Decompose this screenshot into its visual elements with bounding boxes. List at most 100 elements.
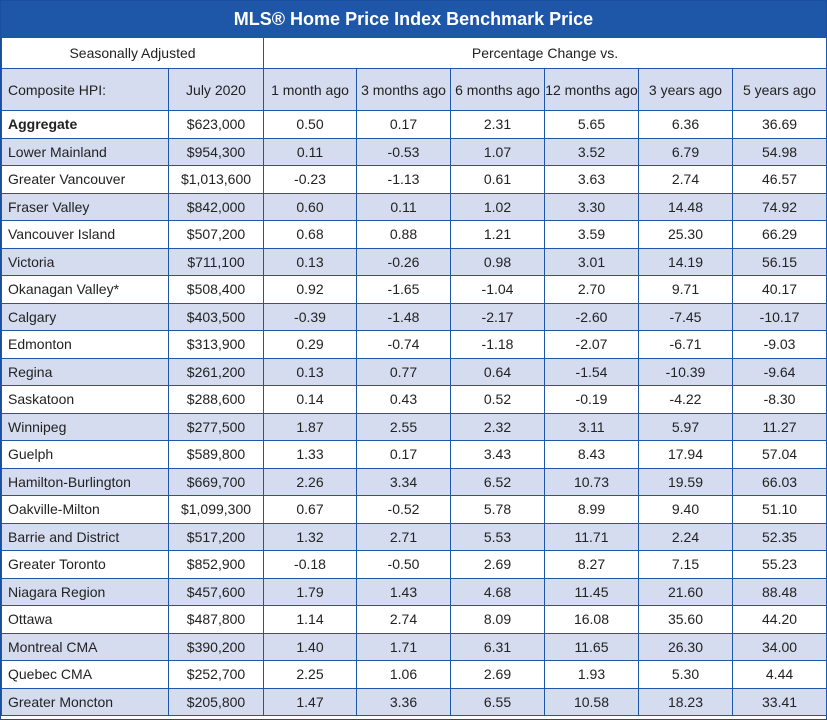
cell-price: $954,300	[168, 137, 264, 166]
cell-12-months: 10.58	[544, 687, 639, 716]
cell-1-month: 0.13	[263, 247, 357, 276]
cell-3-months: 1.06	[356, 660, 451, 689]
cell-region: Greater Vancouver	[1, 165, 169, 194]
cell-price: $313,900	[168, 330, 264, 359]
cell-3-years: 19.59	[638, 467, 733, 496]
cell-price: $589,800	[168, 440, 264, 469]
cell-1-month: -0.18	[263, 550, 357, 579]
cell-1-month: 1.32	[263, 522, 357, 551]
table-row: Edmonton $313,900 0.29 -0.74 -1.18 -2.07 -6.71…	[1, 330, 827, 359]
cell-5-years: 52.35	[731, 522, 827, 551]
cell-12-months: 8.27	[544, 550, 639, 579]
cell-1-month: 2.25	[263, 660, 357, 689]
cell-1-month: 0.50	[263, 110, 357, 139]
cell-3-years: 18.23	[638, 687, 733, 716]
cell-6-months: 0.64	[450, 357, 545, 386]
table-row: Oakville-Milton $1,099,300 0.67 -0.52 5.78 8.…	[1, 495, 827, 524]
cell-price: $1,013,600	[168, 165, 264, 194]
cell-3-years: 26.30	[638, 632, 733, 661]
cell-price: $457,600	[168, 577, 264, 606]
table-row: Lower Mainland $954,300 0.11 -0.53 1.07 3.52 6…	[1, 137, 827, 166]
table-row: Winnipeg $277,500 1.87 2.55 2.32 3.11 5.97 11.2…	[1, 412, 827, 441]
table-row: Aggregate $623,000 0.50 0.17 2.31 5.65 6.36 36.…	[1, 110, 827, 139]
cell-6-months: 6.31	[450, 632, 545, 661]
table-row: Vancouver Island $507,200 0.68 0.88 1.21 3.59…	[1, 220, 827, 249]
cell-3-years: 14.19	[638, 247, 733, 276]
cell-12-months: 11.71	[544, 522, 639, 551]
table-row: Montreal CMA $390,200 1.40 1.71 6.31 11.65 26.…	[1, 632, 827, 661]
cell-12-months: 16.08	[544, 605, 639, 634]
cell-5-years: 66.03	[731, 467, 827, 496]
cell-1-month: -0.39	[263, 302, 357, 331]
cell-6-months: 2.31	[450, 110, 545, 139]
cell-12-months: 8.99	[544, 495, 639, 524]
cell-3-months: 2.55	[356, 412, 451, 441]
cell-1-month: 1.47	[263, 687, 357, 716]
cell-3-months: -1.13	[356, 165, 451, 194]
column-header-3-years: 3 years ago	[638, 68, 733, 111]
column-header-12-months: 12 months ago	[544, 68, 639, 111]
cell-1-month: 0.67	[263, 495, 357, 524]
cell-1-month: 0.60	[263, 192, 357, 221]
cell-3-years: 14.48	[638, 192, 733, 221]
cell-1-month: 1.14	[263, 605, 357, 634]
cell-12-months: 10.73	[544, 467, 639, 496]
cell-3-years: -6.71	[638, 330, 733, 359]
cell-3-years: -10.39	[638, 357, 733, 386]
cell-region: Fraser Valley	[1, 192, 169, 221]
cell-6-months: -1.04	[450, 275, 545, 304]
cell-12-months: -2.07	[544, 330, 639, 359]
cell-price: $390,200	[168, 632, 264, 661]
table-row: Quebec CMA $252,700 2.25 1.06 2.69 1.93 5.30 4.…	[1, 660, 827, 689]
cell-6-months: 0.61	[450, 165, 545, 194]
cell-3-years: 9.71	[638, 275, 733, 304]
cell-6-months: -1.18	[450, 330, 545, 359]
cell-12-months: 3.30	[544, 192, 639, 221]
cell-6-months: 3.43	[450, 440, 545, 469]
cell-5-years: 4.44	[731, 660, 827, 689]
cell-region: Calgary	[1, 302, 169, 331]
table-row: Guelph $589,800 1.33 0.17 3.43 8.43 17.94 57.04	[1, 440, 827, 469]
cell-3-months: 2.74	[356, 605, 451, 634]
cell-3-years: 5.97	[638, 412, 733, 441]
cell-3-years: 6.36	[638, 110, 733, 139]
cell-6-months: 6.52	[450, 467, 545, 496]
cell-5-years: 40.17	[731, 275, 827, 304]
cell-5-years: 51.10	[731, 495, 827, 524]
cell-region: Saskatoon	[1, 385, 169, 414]
cell-12-months: 3.52	[544, 137, 639, 166]
cell-3-months: 0.17	[356, 110, 451, 139]
cell-6-months: 1.21	[450, 220, 545, 249]
column-header-6-months: 6 months ago	[450, 68, 545, 111]
cell-region: Victoria	[1, 247, 169, 276]
cell-price: $403,500	[168, 302, 264, 331]
cell-5-years: 46.57	[731, 165, 827, 194]
cell-3-months: 0.77	[356, 357, 451, 386]
cell-6-months: 0.52	[450, 385, 545, 414]
cell-3-months: 0.43	[356, 385, 451, 414]
cell-5-years: 33.41	[731, 687, 827, 716]
cell-price: $261,200	[168, 357, 264, 386]
cell-region: Greater Toronto	[1, 550, 169, 579]
cell-6-months: 8.09	[450, 605, 545, 634]
cell-5-years: -9.03	[731, 330, 827, 359]
cell-3-years: 35.60	[638, 605, 733, 634]
hpi-table: Seasonally Adjusted Percentage Change vs…	[1, 37, 827, 716]
cell-12-months: 1.93	[544, 660, 639, 689]
table-row: Greater Vancouver $1,013,600 -0.23 -1.13 0.6…	[1, 165, 827, 194]
cell-5-years: 55.23	[731, 550, 827, 579]
cell-3-months: 1.71	[356, 632, 451, 661]
cell-12-months: 3.01	[544, 247, 639, 276]
cell-region: Oakville-Milton	[1, 495, 169, 524]
cell-region: Barrie and District	[1, 522, 169, 551]
cell-price: $277,500	[168, 412, 264, 441]
table-row: Niagara Region $457,600 1.79 1.43 4.68 11.45 2…	[1, 577, 827, 606]
table-row: Okanagan Valley* $508,400 0.92 -1.65 -1.04 2.…	[1, 275, 827, 304]
table-row: Greater Moncton $205,800 1.47 3.36 6.55 10.58…	[1, 687, 827, 716]
cell-price: $711,100	[168, 247, 264, 276]
table-row: Saskatoon $288,600 0.14 0.43 0.52 -0.19 -4.22-…	[1, 385, 827, 414]
cell-region: Aggregate	[1, 110, 169, 139]
cell-price: $852,900	[168, 550, 264, 579]
cell-6-months: 2.69	[450, 660, 545, 689]
cell-region: Niagara Region	[1, 577, 169, 606]
